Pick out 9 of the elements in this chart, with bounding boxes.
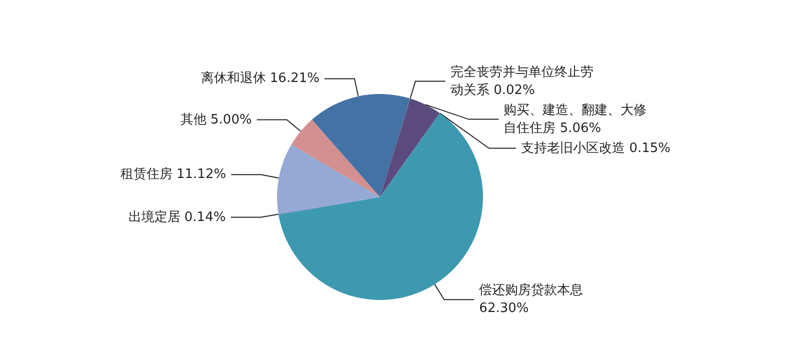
slice-label: 支持老旧小区改造 0.15% (521, 140, 671, 156)
slice-label: 其他 5.00% (180, 112, 252, 128)
slice-label: 租赁住房 11.12% (120, 166, 226, 182)
slice-label: 完全丧劳并与单位终止劳动关系 0.02% (450, 64, 594, 98)
slice-label: 偿还购房贷款本息 (479, 282, 588, 298)
data-label: 62.30% (479, 301, 529, 316)
slice-label: 出境定居 0.14% (128, 208, 226, 225)
slice-label: 购买、建造、翻建、大修自住住房 5.06% (504, 102, 647, 136)
slice-label: 离休和退休 16.21% (200, 70, 320, 86)
